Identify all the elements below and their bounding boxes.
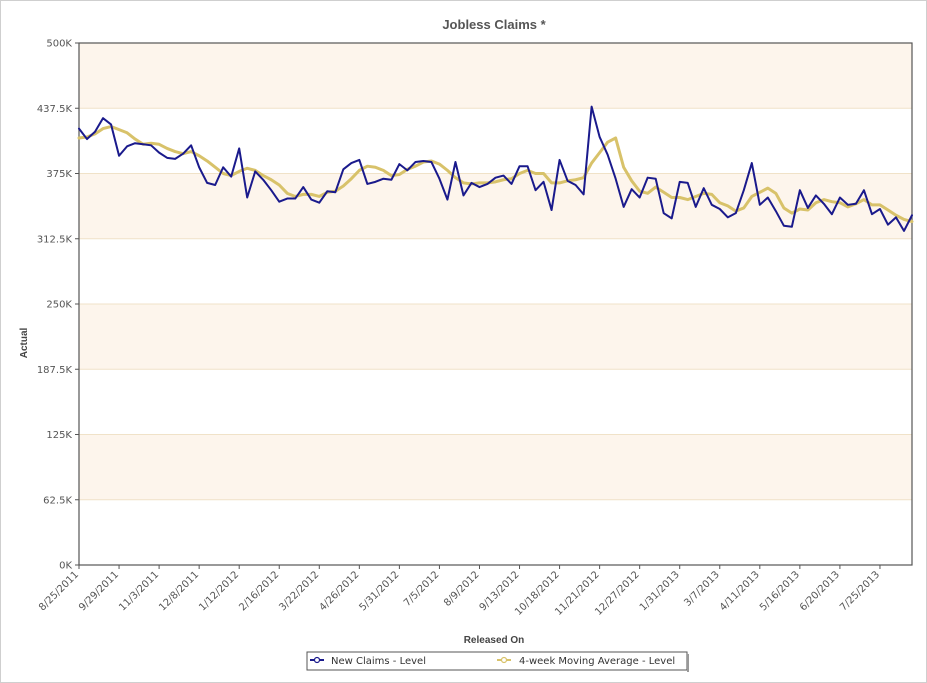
x-tick-label: 5/31/2012 [357, 569, 401, 613]
y-tick-label: 62.5K [43, 495, 72, 506]
series-line-moving-average[interactable] [77, 125, 914, 224]
y-tick-label: 375K [46, 169, 72, 180]
legend-label-new-claims: New Claims - Level [331, 656, 426, 667]
y-tick-label: 187.5K [37, 365, 73, 376]
y-tick-label: 0K [59, 561, 72, 572]
x-tick-label: 12/8/2011 [157, 569, 201, 613]
plot-band [79, 238, 912, 304]
plot-band [79, 369, 912, 435]
x-tick-label: 5/16/2013 [758, 569, 802, 613]
legend-box-shadow [687, 654, 689, 672]
y-axis-title: Actual [19, 327, 30, 358]
legend-label-moving-average: 4-week Moving Average - Level [519, 656, 675, 667]
x-tick-label: 1/12/2012 [197, 569, 241, 613]
x-tick-label: 2/16/2012 [237, 569, 281, 613]
legend-item-new-claims[interactable]: New Claims - Level [310, 656, 426, 667]
x-tick-label: 8/9/2012 [442, 569, 482, 609]
plot-band [79, 43, 912, 109]
y-axis-ticks: 0K 62.5K 125K 187.5K 250K 312.5K 375K 437.5K 500… [37, 39, 79, 572]
y-tick-label: 500K [46, 39, 72, 50]
series-layer [77, 105, 914, 232]
y-tick-label: 312.5K [37, 234, 73, 245]
x-axis-title: Released On [464, 635, 525, 646]
x-axis-ticks: 8/25/20119/29/201111/3/201112/8/20111/12… [37, 565, 882, 618]
x-tick-label: 9/29/2011 [77, 569, 121, 613]
x-tick-label: 3/22/2012 [277, 569, 321, 613]
x-tick-label: 4/11/2013 [718, 569, 762, 613]
y-tick-label: 250K [46, 300, 72, 311]
gridlines [79, 107, 912, 501]
y-tick-label: 437.5K [37, 104, 73, 115]
plot-band [79, 434, 912, 500]
legend-marker-moving-average [500, 656, 508, 664]
x-tick-label: 7/25/2013 [838, 569, 882, 613]
legend: New Claims - Level 4-week Moving Average… [306, 651, 689, 672]
x-tick-label: 7/5/2012 [402, 569, 442, 609]
x-tick-label: 4/26/2012 [317, 569, 361, 613]
plot-band [79, 304, 912, 370]
x-tick-label: 11/3/2011 [117, 569, 161, 613]
legend-item-moving-average[interactable]: 4-week Moving Average - Level [497, 656, 675, 667]
plot-band [79, 499, 912, 565]
x-tick-label: 1/31/2013 [638, 569, 682, 613]
x-tick-label: 8/25/2011 [37, 569, 81, 613]
legend-marker-new-claims [313, 656, 321, 664]
series-line-new-claims[interactable] [78, 105, 913, 232]
chart-title: Jobless Claims * [442, 17, 546, 32]
x-tick-label: 9/13/2012 [478, 569, 522, 613]
y-tick-label: 125K [46, 430, 72, 441]
plot-band [79, 108, 912, 174]
x-tick-label: 6/20/2013 [798, 569, 842, 613]
x-tick-label: 3/7/2013 [682, 569, 722, 609]
